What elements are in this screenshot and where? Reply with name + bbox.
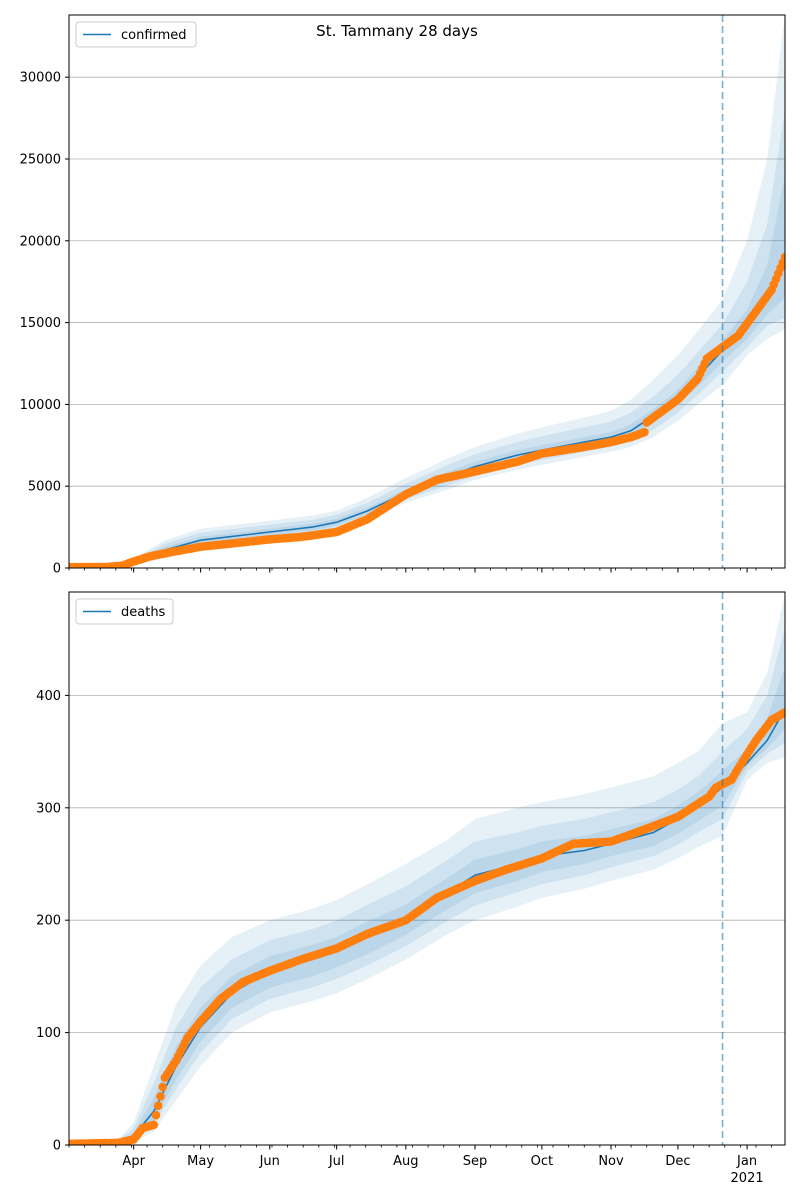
uncertainty-band-2: [69, 109, 785, 568]
observed-point: [151, 1110, 161, 1120]
y-tick-label: 10000: [20, 398, 61, 413]
legend-label: deaths: [121, 605, 166, 620]
x-tick-label: Dec: [665, 1154, 690, 1169]
legend-label: confirmed: [121, 28, 187, 43]
y-tick-label: 200: [36, 914, 61, 929]
axes-frame: [68, 591, 786, 1146]
x-tick-label: Sep: [463, 1154, 488, 1169]
observed-point: [156, 1092, 165, 1101]
legend-box: [75, 21, 197, 48]
y-tick-label: 5000: [28, 480, 61, 495]
x-tick-label: Nov: [598, 1154, 624, 1169]
observed-point: [158, 1082, 167, 1092]
y-tick-label: 20000: [20, 234, 61, 249]
legend-box: [75, 598, 174, 625]
figure-title: St. Tammany 28 days: [316, 22, 478, 40]
observed-point: [153, 1101, 163, 1110]
uncertainty-band-2: [69, 628, 785, 1145]
y-tick-label: 100: [36, 1026, 61, 1041]
plot-area: [69, 594, 785, 1145]
x-tick-label: Jun: [259, 1154, 280, 1169]
uncertainty-band-1: [69, 594, 785, 1145]
y-tick-label: 0: [53, 1139, 61, 1154]
axes-frame: [68, 14, 786, 569]
observed-point: [149, 1120, 159, 1130]
y-tick-label: 0: [53, 562, 61, 577]
y-tick-label: 25000: [20, 152, 61, 167]
uncertainty-band-1: [69, 15, 785, 568]
x-tick-label: Aug: [393, 1154, 418, 1169]
x-tick-label: Jul: [328, 1154, 345, 1169]
x-tick-label: Oct: [531, 1154, 553, 1169]
confirmed-panel: 0 5000 10000 15000 20000 25000 30000 confirmed: [20, 14, 786, 577]
x-tick-label: Jan: [736, 1154, 757, 1169]
y-tick-label: 400: [36, 689, 61, 704]
x-tick-label: May: [187, 1154, 214, 1169]
y-tick-label: 300: [36, 801, 61, 816]
deaths-panel: 0 100 200 300 400 Apr May Jun Jul Aug Sep Oct Nov Dec…: [36, 591, 786, 1186]
y-tick-label: 30000: [20, 71, 61, 86]
y-tick-label: 15000: [20, 316, 61, 331]
x-tick-label: Apr: [122, 1154, 145, 1169]
observed-point: [640, 427, 649, 437]
observed-point: [780, 252, 785, 262]
observed-point: [780, 708, 785, 717]
plot-area: [69, 15, 785, 568]
x-year-label: 2021: [731, 1171, 764, 1186]
